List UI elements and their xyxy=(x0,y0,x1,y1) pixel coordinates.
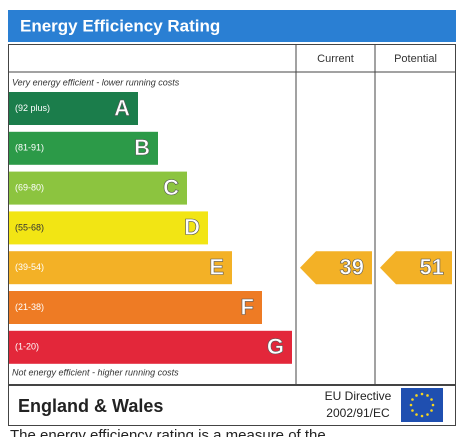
band-range: (39-54) xyxy=(15,262,44,272)
star xyxy=(415,413,418,416)
frame xyxy=(8,44,456,385)
eu-flag xyxy=(401,388,443,422)
band-range: (92 plus) xyxy=(15,103,50,113)
column-header: Potential xyxy=(394,53,437,65)
band xyxy=(9,131,158,165)
region: England & Wales xyxy=(18,396,163,416)
title-bar xyxy=(8,10,456,42)
band-range: (81-91) xyxy=(15,143,44,153)
band-range: (55-68) xyxy=(15,222,44,232)
band-letter: E xyxy=(209,255,224,280)
star xyxy=(426,413,429,416)
band xyxy=(9,251,232,285)
band xyxy=(9,92,138,125)
bottom-note: Not energy efficient - higher running co… xyxy=(12,367,179,377)
directive: EU Directive xyxy=(325,389,392,403)
star xyxy=(415,394,418,397)
band-range: (69-80) xyxy=(15,182,44,192)
band-letter: G xyxy=(267,334,284,359)
band-letter: B xyxy=(134,135,150,160)
rating-arrow xyxy=(380,251,452,285)
star xyxy=(430,409,433,412)
star xyxy=(411,398,414,401)
band xyxy=(9,291,262,324)
top-note: Very energy efficient - lower running co… xyxy=(12,77,180,87)
band xyxy=(9,330,292,364)
column-header: Current xyxy=(317,53,354,65)
star xyxy=(430,398,433,401)
band-letter: A xyxy=(114,95,130,120)
band-range: (1-20) xyxy=(15,342,39,352)
title: Energy Efficiency Rating xyxy=(20,16,220,35)
rating-value: 51 xyxy=(420,255,444,280)
star xyxy=(420,414,424,418)
footer-frame xyxy=(8,385,456,426)
directive-code: 2002/91/EC xyxy=(326,406,390,420)
star xyxy=(420,392,424,396)
band xyxy=(9,171,187,205)
star xyxy=(431,403,435,407)
band-range: (21-38) xyxy=(15,302,44,312)
band-letter: D xyxy=(184,215,200,240)
band-letter: F xyxy=(241,294,254,319)
star xyxy=(411,409,414,412)
band-letter: C xyxy=(163,175,179,200)
star xyxy=(409,403,413,407)
caption: The energy efficiency rating is a measur… xyxy=(10,427,326,437)
rating-arrow xyxy=(300,251,372,285)
star xyxy=(426,394,429,397)
rating-value: 39 xyxy=(340,255,364,280)
band xyxy=(9,211,208,245)
